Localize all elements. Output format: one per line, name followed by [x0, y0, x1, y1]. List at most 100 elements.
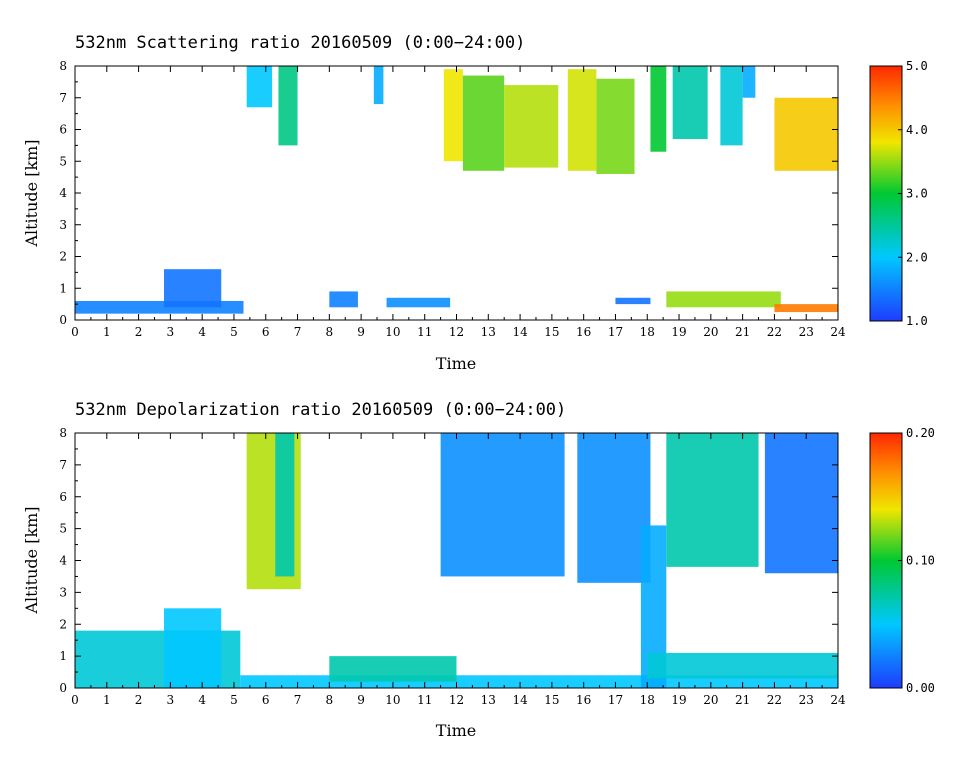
x-tick-label: 21	[735, 693, 750, 707]
plot-area	[75, 433, 838, 688]
colorbar-tick-label: 0.00	[906, 681, 935, 695]
y-tick-label: 7	[59, 458, 67, 472]
x-tick-label: 4	[198, 693, 206, 707]
x-tick-label: 9	[357, 693, 365, 707]
x-tick-label: 15	[544, 325, 559, 339]
y-tick-label: 5	[59, 154, 67, 168]
y-axis: 0 1 2 3 4 5 6 7 8	[59, 426, 838, 695]
data-region	[666, 291, 781, 308]
x-tick-label: 15	[544, 693, 559, 707]
scattering-ratio-panel: 532nm Scattering ratio 20160509 (0:00−24…	[22, 33, 928, 373]
data-region	[615, 297, 651, 305]
x-tick-label: 14	[512, 693, 528, 707]
depolarization-ratio-panel: 532nm Depolarization ratio 20160509 (0:0…	[22, 400, 935, 740]
x-tick-label: 6	[262, 693, 270, 707]
data-region	[596, 78, 635, 174]
x-tick-label: 17	[608, 325, 623, 339]
x-tick-label: 23	[799, 693, 814, 707]
colorbar-tick-label: 0.10	[906, 554, 935, 568]
data-region	[329, 291, 358, 308]
data-region	[329, 656, 457, 682]
data-region	[672, 66, 708, 140]
data-region	[164, 608, 222, 688]
x-tick-label: 11	[417, 325, 432, 339]
plot-area	[75, 66, 838, 314]
data-region	[443, 69, 463, 162]
y-tick-label: 4	[59, 186, 67, 200]
data-region	[373, 66, 384, 105]
colorbar-tick-label: 3.0	[906, 187, 928, 201]
data-region	[774, 304, 838, 313]
y-axis-label: Altitude [km]	[22, 139, 41, 247]
y-tick-label: 7	[59, 91, 67, 105]
x-tick-label: 20	[703, 325, 718, 339]
x-tick-label: 23	[799, 325, 814, 339]
colorbar	[869, 432, 903, 689]
colorbar-tick-label: 5.0	[906, 59, 928, 73]
y-tick-label: 5	[59, 522, 67, 536]
colorbar-ticks: 1.0 2.0 3.0 4.0 5.0	[898, 59, 928, 328]
data-region	[164, 269, 222, 308]
y-tick-label: 6	[59, 123, 67, 137]
data-region	[567, 69, 597, 171]
y-tick-label: 8	[59, 59, 67, 73]
x-tick-label: 1	[103, 693, 111, 707]
y-tick-label: 2	[59, 617, 67, 631]
chart-title: 532nm Scattering ratio 20160509 (0:00−24…	[75, 33, 525, 53]
x-tick-label: 8	[326, 693, 334, 707]
x-tick-label: 18	[640, 693, 655, 707]
x-tick-label: 0	[71, 325, 79, 339]
y-tick-label: 1	[59, 649, 67, 663]
y-axis-label: Altitude [km]	[22, 506, 41, 614]
x-tick-label: 9	[357, 325, 365, 339]
colorbar	[869, 65, 903, 322]
x-tick-label: 14	[512, 325, 528, 339]
y-axis: 0 1 2 3 4 5 6 7 8	[59, 59, 838, 327]
x-tick-label: 11	[417, 693, 432, 707]
x-tick-label: 13	[481, 693, 496, 707]
x-axis: 0 1 2 3 4 5 6 7 8 9 10 11 12 13 14 15 16 17 18 19 20 21 22 23 24	[71, 66, 846, 339]
x-tick-label: 12	[449, 693, 464, 707]
x-tick-label: 6	[262, 325, 270, 339]
x-tick-label: 0	[71, 693, 79, 707]
data-region	[440, 433, 565, 577]
x-tick-label: 8	[326, 325, 334, 339]
x-tick-label: 12	[449, 325, 464, 339]
x-tick-label: 7	[294, 325, 302, 339]
x-axis-label: Time	[436, 354, 476, 373]
data-region	[275, 433, 295, 577]
y-tick-label: 6	[59, 490, 67, 504]
data-region	[764, 433, 838, 574]
x-axis: 0 1 2 3 4 5 6 7 8 9 10 11 12 13 14 15 16 17 18 19 20 21 22 23 24	[71, 433, 846, 707]
x-tick-label: 7	[294, 693, 302, 707]
x-tick-label: 21	[735, 325, 750, 339]
x-tick-label: 10	[385, 325, 400, 339]
x-tick-label: 2	[135, 325, 143, 339]
colorbar-tick-label: 0.20	[906, 426, 935, 440]
data-region	[650, 66, 667, 152]
data-region	[278, 66, 298, 146]
x-tick-label: 24	[830, 693, 846, 707]
data-region	[666, 433, 759, 567]
y-tick-label: 0	[59, 313, 67, 327]
x-tick-label: 24	[830, 325, 846, 339]
x-tick-label: 13	[481, 325, 496, 339]
y-tick-label: 1	[59, 281, 67, 295]
data-region	[577, 433, 651, 583]
colorbar-tick-label: 2.0	[906, 250, 928, 264]
x-axis-label: Time	[436, 721, 476, 740]
x-tick-label: 22	[767, 325, 782, 339]
x-tick-label: 1	[103, 325, 111, 339]
x-tick-label: 20	[703, 693, 718, 707]
y-tick-label: 8	[59, 426, 67, 440]
x-tick-label: 3	[167, 693, 175, 707]
data-region	[742, 66, 756, 98]
data-region	[386, 297, 451, 308]
x-tick-label: 17	[608, 693, 623, 707]
y-tick-label: 3	[59, 218, 67, 232]
colorbar-ticks: 0.00 0.10 0.20	[898, 426, 935, 695]
x-tick-label: 5	[230, 693, 238, 707]
x-tick-label: 4	[198, 325, 206, 339]
x-tick-label: 5	[230, 325, 238, 339]
